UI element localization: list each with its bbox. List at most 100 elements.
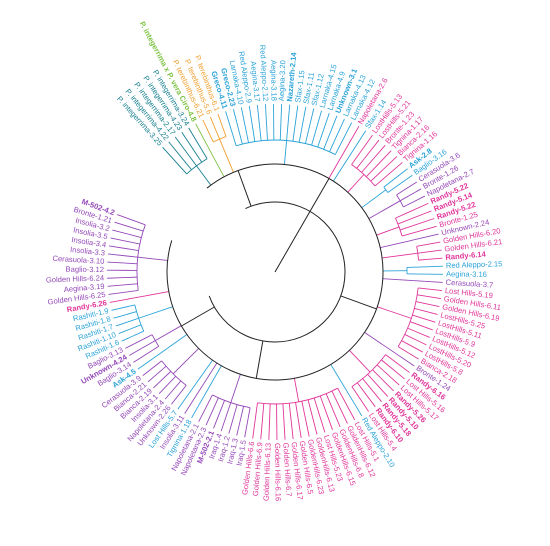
branch [199, 395, 213, 422]
stem [167, 334, 187, 348]
branch [305, 109, 313, 144]
branch [159, 371, 171, 382]
branch [203, 120, 210, 134]
branch [362, 145, 386, 172]
branch [210, 135, 213, 142]
branch [314, 111, 322, 138]
branch [288, 105, 290, 125]
branch [348, 126, 359, 145]
branch [169, 142, 187, 164]
branch [107, 278, 121, 279]
branch [381, 360, 393, 370]
branch [352, 387, 354, 390]
stem [369, 201, 400, 219]
branch [171, 395, 178, 404]
branch [152, 346, 159, 350]
branch [332, 408, 340, 426]
branch [153, 382, 159, 388]
branch [143, 368, 152, 375]
branch [107, 262, 125, 263]
branch [214, 404, 224, 428]
stem [348, 174, 364, 192]
branch [284, 416, 285, 440]
branch [368, 374, 388, 396]
branch [375, 183, 378, 186]
stem [145, 292, 169, 296]
branch [112, 230, 137, 236]
branch [138, 348, 167, 369]
branch [210, 117, 213, 124]
branch [245, 420, 248, 438]
branch [395, 213, 406, 218]
branch [108, 254, 138, 257]
branch [426, 258, 442, 259]
branch [323, 113, 329, 132]
branch [163, 366, 166, 369]
branch [352, 161, 354, 164]
stem [377, 307, 411, 319]
branch [335, 123, 351, 155]
stem [231, 374, 241, 402]
branch [115, 222, 132, 227]
branch [133, 296, 145, 298]
branch [178, 388, 193, 409]
branch [110, 238, 124, 241]
branch [281, 104, 282, 132]
branch [235, 405, 237, 413]
branch [361, 131, 365, 138]
branch [388, 175, 413, 192]
branch [113, 316, 121, 318]
stem [329, 152, 344, 178]
branch [371, 170, 383, 181]
branch [206, 409, 213, 425]
branch [223, 400, 224, 404]
branch [111, 306, 130, 311]
branch [125, 263, 137, 264]
branch [406, 203, 428, 213]
stem [377, 227, 400, 235]
branch [402, 232, 417, 236]
branch [320, 396, 321, 400]
branch [257, 105, 260, 137]
branch [290, 407, 293, 439]
branch [179, 385, 186, 394]
branch [302, 401, 304, 409]
stem [138, 257, 168, 260]
branch [193, 385, 195, 388]
branch [308, 400, 317, 435]
branch [354, 390, 368, 412]
stem [362, 190, 386, 208]
branch [415, 331, 430, 337]
branch [372, 370, 380, 378]
branch [410, 322, 433, 330]
branch [213, 398, 218, 409]
branch [132, 228, 143, 232]
branch [218, 114, 225, 133]
branch [141, 341, 155, 349]
branch [267, 128, 268, 140]
branch [425, 296, 441, 299]
branch [417, 244, 429, 246]
branch [330, 141, 335, 152]
branch [409, 240, 413, 241]
branch [324, 146, 325, 150]
branch [121, 312, 136, 316]
branch [398, 211, 432, 224]
branch [432, 305, 440, 307]
branch [402, 341, 406, 343]
branch [269, 412, 270, 440]
branch [408, 328, 415, 331]
branch [226, 403, 231, 418]
backbone [181, 307, 214, 326]
stem [210, 150, 224, 176]
branch [229, 412, 235, 433]
branch [241, 107, 247, 134]
branch [417, 295, 425, 296]
backbone [256, 341, 263, 378]
branch [233, 109, 242, 144]
backbone [310, 178, 329, 211]
branch [148, 369, 163, 382]
branch [407, 196, 425, 205]
branch [109, 290, 139, 294]
